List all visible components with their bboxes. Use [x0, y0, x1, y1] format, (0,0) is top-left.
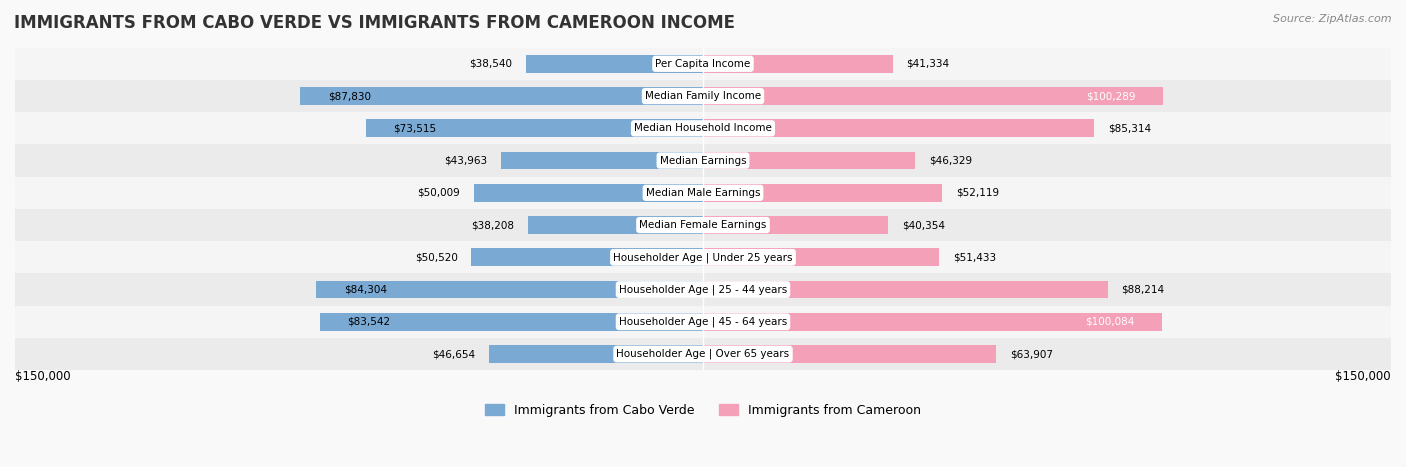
Text: $150,000: $150,000: [15, 370, 70, 383]
Bar: [319, 313, 703, 331]
Bar: [527, 216, 703, 234]
Text: $38,540: $38,540: [470, 59, 512, 69]
Bar: [526, 55, 703, 73]
Text: $83,542: $83,542: [347, 317, 391, 327]
Text: $50,520: $50,520: [415, 252, 457, 262]
Bar: [703, 120, 1094, 137]
FancyBboxPatch shape: [15, 80, 1391, 112]
Text: $52,119: $52,119: [956, 188, 998, 198]
Text: $63,907: $63,907: [1010, 349, 1053, 359]
Text: Median Female Earnings: Median Female Earnings: [640, 220, 766, 230]
Text: $85,314: $85,314: [1108, 123, 1152, 133]
Text: Median Household Income: Median Household Income: [634, 123, 772, 133]
Text: Median Earnings: Median Earnings: [659, 156, 747, 166]
Text: Householder Age | 45 - 64 years: Householder Age | 45 - 64 years: [619, 317, 787, 327]
Bar: [366, 120, 703, 137]
FancyBboxPatch shape: [15, 241, 1391, 274]
FancyBboxPatch shape: [15, 112, 1391, 144]
Bar: [489, 345, 703, 363]
Text: Source: ZipAtlas.com: Source: ZipAtlas.com: [1274, 14, 1392, 24]
Bar: [703, 87, 1163, 105]
Text: $87,830: $87,830: [328, 91, 371, 101]
FancyBboxPatch shape: [15, 144, 1391, 177]
FancyBboxPatch shape: [15, 48, 1391, 80]
Bar: [502, 152, 703, 170]
Text: $84,304: $84,304: [344, 284, 387, 295]
Bar: [703, 55, 893, 73]
Text: $38,208: $38,208: [471, 220, 515, 230]
Text: $150,000: $150,000: [1336, 370, 1391, 383]
FancyBboxPatch shape: [15, 306, 1391, 338]
Text: Median Family Income: Median Family Income: [645, 91, 761, 101]
FancyBboxPatch shape: [15, 274, 1391, 306]
Text: $88,214: $88,214: [1122, 284, 1164, 295]
Bar: [703, 216, 889, 234]
Bar: [316, 281, 703, 298]
Text: $46,329: $46,329: [929, 156, 973, 166]
FancyBboxPatch shape: [15, 209, 1391, 241]
FancyBboxPatch shape: [15, 177, 1391, 209]
Text: $41,334: $41,334: [907, 59, 949, 69]
Legend: Immigrants from Cabo Verde, Immigrants from Cameroon: Immigrants from Cabo Verde, Immigrants f…: [479, 399, 927, 422]
Text: $50,009: $50,009: [418, 188, 460, 198]
Bar: [703, 184, 942, 202]
Text: Householder Age | Over 65 years: Householder Age | Over 65 years: [616, 349, 790, 359]
Text: Householder Age | Under 25 years: Householder Age | Under 25 years: [613, 252, 793, 262]
Text: Median Male Earnings: Median Male Earnings: [645, 188, 761, 198]
Text: IMMIGRANTS FROM CABO VERDE VS IMMIGRANTS FROM CAMEROON INCOME: IMMIGRANTS FROM CABO VERDE VS IMMIGRANTS…: [14, 14, 735, 32]
Bar: [471, 248, 703, 266]
Text: $46,654: $46,654: [432, 349, 475, 359]
Bar: [299, 87, 703, 105]
Text: $51,433: $51,433: [953, 252, 995, 262]
Bar: [703, 152, 915, 170]
Text: $100,289: $100,289: [1085, 91, 1136, 101]
Bar: [474, 184, 703, 202]
Text: $43,963: $43,963: [444, 156, 488, 166]
Bar: [703, 281, 1108, 298]
Bar: [703, 345, 995, 363]
Bar: [703, 313, 1161, 331]
Text: $73,515: $73,515: [394, 123, 436, 133]
Text: Per Capita Income: Per Capita Income: [655, 59, 751, 69]
Bar: [703, 248, 939, 266]
Text: Householder Age | 25 - 44 years: Householder Age | 25 - 44 years: [619, 284, 787, 295]
Text: $40,354: $40,354: [901, 220, 945, 230]
FancyBboxPatch shape: [15, 338, 1391, 370]
Text: $100,084: $100,084: [1085, 317, 1135, 327]
